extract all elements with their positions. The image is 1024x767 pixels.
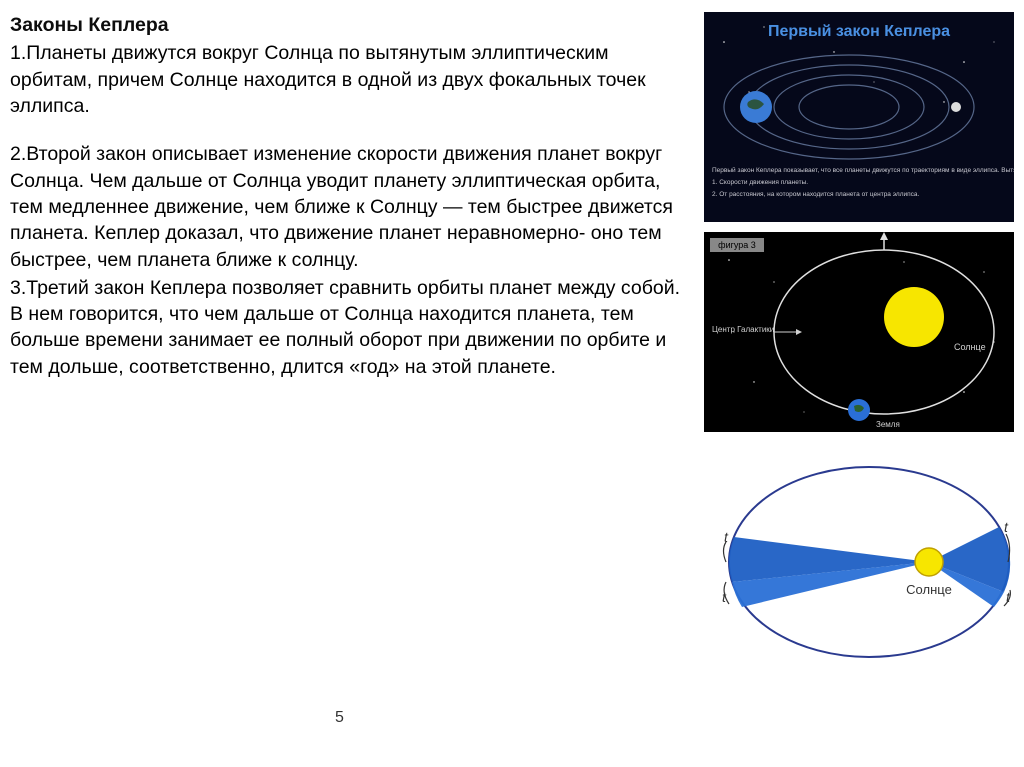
fig2-earth-label: Земля: [876, 420, 900, 429]
fig3-sun-label: Солнце: [906, 582, 952, 597]
image-column: Первый закон Кеплера Первый закон Кеплер…: [704, 12, 1014, 682]
fig1-caption1: Первый закон Кеплера показывает, что все…: [712, 166, 1014, 174]
fig2-center-label: Центр Галактики: [712, 325, 774, 334]
figure-orbit-sun: фигура 3 Солнце Центр Галактики Земля: [704, 232, 1014, 432]
fig2-sun-label: Солнце: [954, 342, 986, 352]
fig2-label: фигура 3: [718, 240, 756, 250]
law-1-text: 1.Планеты движутся вокруг Солнца по вытя…: [10, 40, 694, 119]
law-3-text: 3.Третий закон Кеплера позволяет сравнит…: [10, 275, 694, 380]
law-2-text: 2.Второй закон описывает изменение скоро…: [10, 141, 694, 273]
page-number: 5: [335, 709, 344, 727]
slide-title: Законы Кеплера: [10, 12, 694, 38]
fig1-caption3: 2. От расстояния, на котором находится п…: [712, 191, 920, 198]
figure-second-law-sweep: Солнце t t t t: [704, 442, 1014, 682]
fig1-title: Первый закон Кеплера: [768, 23, 950, 40]
fig1-caption2: 1. Скорости движения планеты.: [712, 179, 808, 186]
figure-first-law: Первый закон Кеплера Первый закон Кеплер…: [704, 12, 1014, 222]
text-column: Законы Кеплера 1.Планеты движутся вокруг…: [10, 12, 694, 682]
